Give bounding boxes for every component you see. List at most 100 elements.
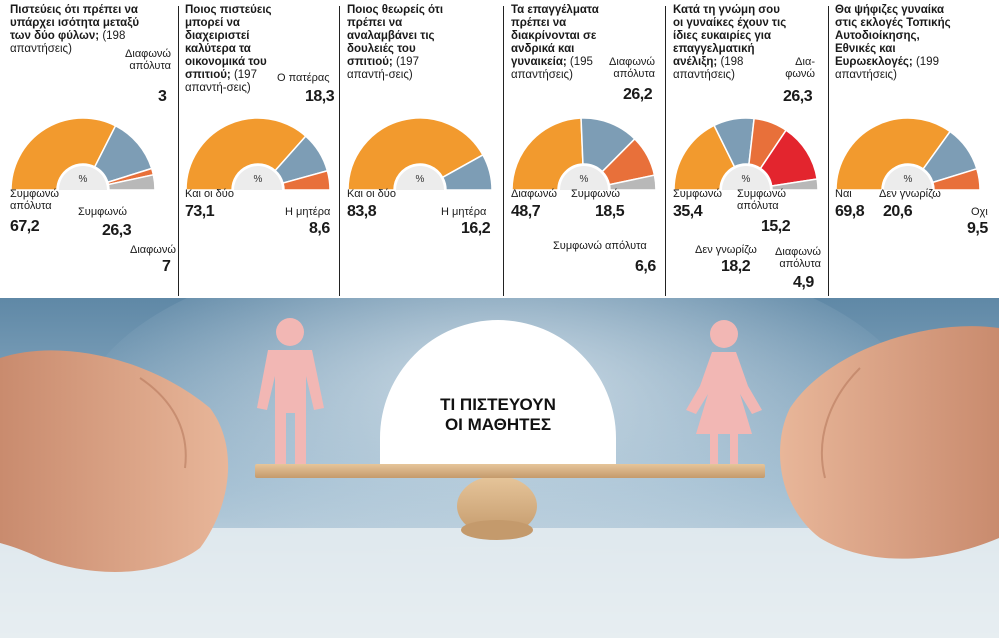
- slice-label: Η μητέρα: [285, 206, 331, 218]
- female-figure-icon: [686, 320, 762, 464]
- gauge-center: [560, 166, 608, 190]
- slice-value: 69,8: [835, 203, 865, 220]
- chart-panel-opportunities: Κατά τη γνώμη σου οι γυναίκες έχουν τις …: [669, 0, 829, 298]
- slice-value: 67,2: [10, 218, 40, 235]
- title-arch: [380, 320, 616, 464]
- male-figure-icon: [257, 318, 324, 464]
- divider: [339, 6, 340, 296]
- slice-value: 18,3: [305, 88, 335, 105]
- chart-title: Ποιος θεωρείς ότι πρέπει να αναλαμβάνει …: [347, 4, 444, 81]
- unit-label: %: [254, 174, 263, 185]
- half-donut-chart: %: [10, 117, 156, 191]
- left-hand: [0, 350, 229, 572]
- chart-slice: [931, 167, 981, 191]
- slice-value: 26,2: [623, 86, 653, 103]
- half-donut-chart: %: [835, 117, 981, 191]
- slice-value: 7: [162, 258, 171, 275]
- slice-value: 8,6: [309, 220, 330, 237]
- chart-slice: [185, 117, 307, 191]
- slice-label: Συμφωνώ απόλυτα: [737, 188, 786, 212]
- unit-label: %: [416, 174, 425, 185]
- chart-panel-voting: Θα ψήφιζες γυναίκα στις εκλογές Τοπικής …: [831, 0, 999, 298]
- chart-panel-professions: Τα επαγγέλματα πρέπει να διακρίνονται σε…: [507, 0, 667, 298]
- half-donut-chart: %: [511, 117, 657, 191]
- slice-label: Συμφωνώ: [571, 188, 620, 200]
- slice-label: Η μητέρα: [441, 206, 487, 218]
- slice-label: Διαφωνώ: [130, 244, 176, 256]
- slice-value: 6,6: [635, 258, 656, 275]
- slice-value: 35,4: [673, 203, 703, 220]
- right-hand: [780, 326, 999, 559]
- balance-scale-illustration: ΤΙ ΠΙΣΤΕΥΟΥΝ ΟΙ ΜΑΘΗΤΕΣ: [0, 298, 999, 638]
- slice-value: 26,3: [783, 88, 813, 105]
- slice-label: Διαφωνώ απόλυτα: [609, 56, 655, 80]
- unit-label: %: [580, 174, 589, 185]
- slice-label: Και οι δύο: [185, 188, 234, 200]
- divider: [178, 6, 179, 296]
- chart-slice: [770, 178, 819, 191]
- slice-label: Δια-φωνώ: [785, 56, 815, 80]
- divider: [503, 6, 504, 296]
- chart-slice: [441, 153, 493, 191]
- chart-slice: [511, 117, 584, 191]
- slice-value: 18,2: [721, 258, 751, 275]
- chart-title: Ποιος πιστεύεις μπορεί να διαχειριστεί κ…: [185, 4, 272, 94]
- slice-value: 9,5: [967, 220, 988, 237]
- chart-panel-equality: Πιστεύεις ότι πρέπει να υπάρχει ισότητα …: [6, 0, 176, 298]
- slice-value: 4,9: [793, 274, 814, 291]
- title-line-2: ΟΙ ΜΑΘΗΤΕΣ: [445, 415, 551, 434]
- gauge-center: [59, 166, 107, 190]
- fulcrum: [457, 476, 537, 536]
- chart-title: Κατά τη γνώμη σου οι γυναίκες έχουν τις …: [673, 4, 787, 81]
- chart-panel-housework: Ποιος θεωρείς ότι πρέπει να αναλαμβάνει …: [343, 0, 503, 298]
- slice-value: 18,5: [595, 203, 625, 220]
- slice-label: Ο πατέρας: [277, 72, 330, 84]
- slice-label: Οχι: [971, 206, 988, 218]
- chart-title: Πιστεύεις ότι πρέπει να υπάρχει ισότητα …: [10, 4, 140, 55]
- chart-slice: [347, 117, 484, 191]
- unit-label: %: [904, 174, 913, 185]
- slice-value: 16,2: [461, 220, 491, 237]
- slice-value: 20,6: [883, 203, 913, 220]
- slice-label: Και οι δύο: [347, 188, 396, 200]
- gauge-center: [396, 166, 444, 190]
- slice-label: Δεν γνωρίζω: [695, 244, 757, 256]
- chart-title: Θα ψήφιζες γυναίκα στις εκλογές Τοπικής …: [835, 4, 951, 81]
- chart-panel-finances: Ποιος πιστεύεις μπορεί να διαχειριστεί κ…: [181, 0, 341, 298]
- unit-label: %: [742, 174, 751, 185]
- gauge-center: [884, 166, 932, 190]
- slice-label: Διαφωνώ: [511, 188, 557, 200]
- chart-title: Τα επαγγέλματα πρέπει να διακρίνονται σε…: [511, 4, 599, 81]
- slice-value: 3: [158, 88, 167, 105]
- slice-value: 26,3: [102, 222, 132, 239]
- gauge-center: [722, 166, 770, 190]
- slice-value: 73,1: [185, 203, 215, 220]
- slice-label: Συμφωνώ απόλυτα: [10, 188, 59, 212]
- slice-value: 83,8: [347, 203, 377, 220]
- slice-label: Διαφωνώ απόλυτα: [125, 48, 171, 72]
- chart-slice: [107, 173, 156, 191]
- seesaw-plank: [255, 464, 765, 478]
- slice-label: Δεν γνωρίζω: [879, 188, 941, 200]
- slice-value: 48,7: [511, 203, 541, 220]
- slice-value: 15,2: [761, 218, 791, 235]
- illustration-photo: ΤΙ ΠΙΣΤΕΥΟΥΝ ΟΙ ΜΑΘΗΤΕΣ: [0, 298, 999, 638]
- slice-label: Συμφωνώ: [673, 188, 722, 200]
- chart-slice: [835, 117, 952, 191]
- half-donut-chart: %: [673, 117, 819, 191]
- gauge-center: [234, 166, 282, 190]
- chart-slice: [608, 174, 657, 191]
- title-line-1: ΤΙ ΠΙΣΤΕΥΟΥΝ: [440, 395, 556, 414]
- slice-label: Διαφωνώ απόλυτα: [775, 246, 821, 270]
- chart-slice: [673, 124, 736, 191]
- chart-slice: [10, 117, 117, 191]
- half-donut-chart: %: [347, 117, 493, 191]
- slice-label: Συμφωνώ: [78, 206, 127, 218]
- divider: [828, 6, 829, 296]
- chart-slice: [282, 169, 331, 191]
- half-donut-chart: %: [185, 117, 331, 191]
- slice-label: Συμφωνώ απόλυτα: [553, 240, 647, 252]
- divider: [665, 6, 666, 296]
- unit-label: %: [79, 174, 88, 185]
- survey-charts: Πιστεύεις ότι πρέπει να υπάρχει ισότητα …: [0, 0, 999, 298]
